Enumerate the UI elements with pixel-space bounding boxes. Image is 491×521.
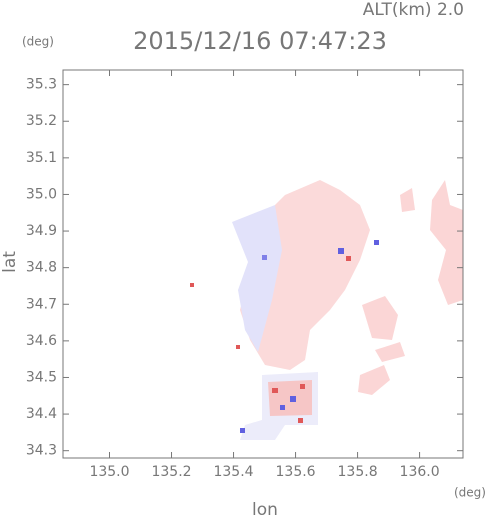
speckle bbox=[280, 405, 285, 410]
speckle bbox=[300, 384, 305, 389]
y-tick-label: 34.3 bbox=[26, 443, 57, 459]
echo-east2 bbox=[358, 365, 390, 395]
speckle bbox=[346, 256, 351, 261]
subtitle: ALT(km) 2.0 bbox=[363, 0, 464, 20]
speckle bbox=[190, 283, 194, 287]
x-tick-label: 135.4 bbox=[213, 464, 253, 480]
x-tick-label: 135.2 bbox=[151, 464, 191, 480]
speckle bbox=[236, 345, 240, 349]
x-axis-label: lon bbox=[252, 500, 278, 520]
y-axis-label: lat bbox=[0, 251, 20, 273]
speckle bbox=[298, 418, 303, 423]
y-tick-label: 34.8 bbox=[26, 260, 57, 276]
x-tick-label: 135.6 bbox=[276, 464, 316, 480]
y-tick-label: 35.3 bbox=[26, 77, 57, 93]
plot-frame bbox=[62, 69, 464, 459]
y-tick-label: 34.4 bbox=[26, 406, 57, 422]
speckle bbox=[290, 396, 296, 402]
chart-title: 2015/12/16 07:47:23 bbox=[133, 27, 387, 55]
echo-edge2 bbox=[400, 188, 415, 212]
echo-east bbox=[362, 296, 398, 340]
y-tick-label: 34.9 bbox=[26, 223, 57, 239]
speckle bbox=[374, 240, 379, 245]
x-tick-label: 135.8 bbox=[338, 464, 378, 480]
x-unit: (deg) bbox=[454, 486, 486, 500]
echo-blue bbox=[232, 205, 282, 352]
speckle bbox=[338, 248, 344, 254]
y-tick-label: 35.0 bbox=[26, 186, 57, 202]
speckle bbox=[272, 388, 278, 393]
x-tick-label: 135.0 bbox=[89, 464, 129, 480]
speckle bbox=[240, 428, 245, 433]
echo-east3 bbox=[375, 342, 405, 362]
x-tick-label: 136.0 bbox=[400, 464, 440, 480]
y-tick-label: 35.1 bbox=[26, 150, 57, 166]
y-tick-label: 34.5 bbox=[26, 369, 57, 385]
radar-field bbox=[190, 180, 463, 440]
echo-edge bbox=[430, 180, 463, 305]
speckles bbox=[190, 240, 379, 433]
y-unit: (deg) bbox=[22, 35, 54, 49]
y-tick-label: 34.6 bbox=[26, 333, 57, 349]
y-tick-label: 34.7 bbox=[26, 296, 57, 312]
y-tick-label: 35.2 bbox=[26, 113, 57, 129]
speckle bbox=[262, 255, 267, 260]
